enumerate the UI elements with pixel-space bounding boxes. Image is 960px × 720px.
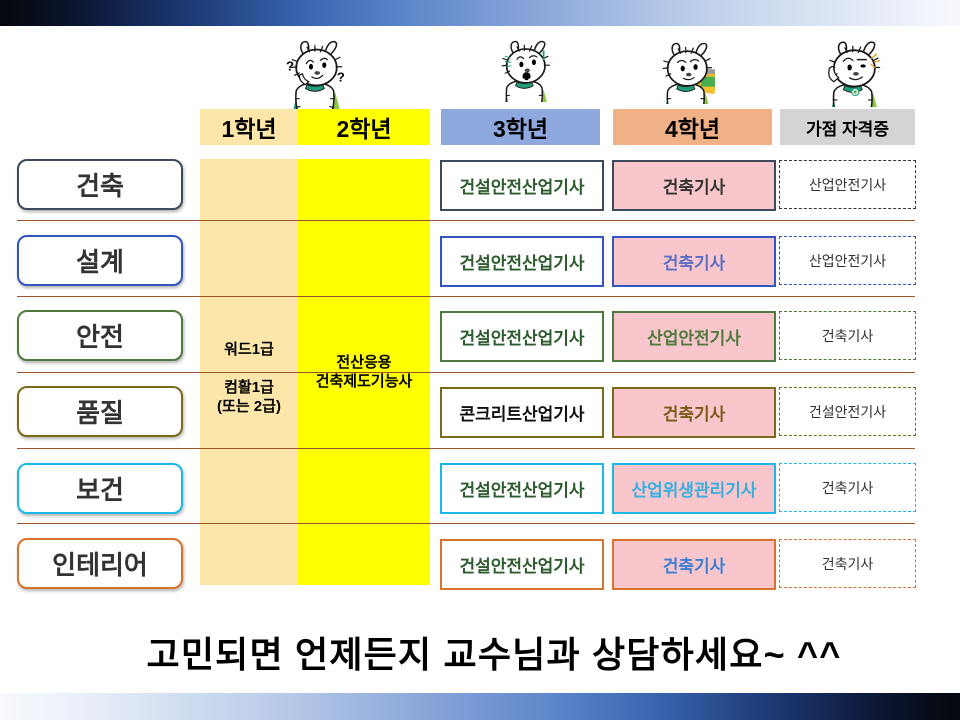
svg-text:?: ?	[337, 70, 344, 85]
svg-text:?: ?	[286, 59, 294, 74]
svg-text:!: !	[541, 47, 546, 63]
